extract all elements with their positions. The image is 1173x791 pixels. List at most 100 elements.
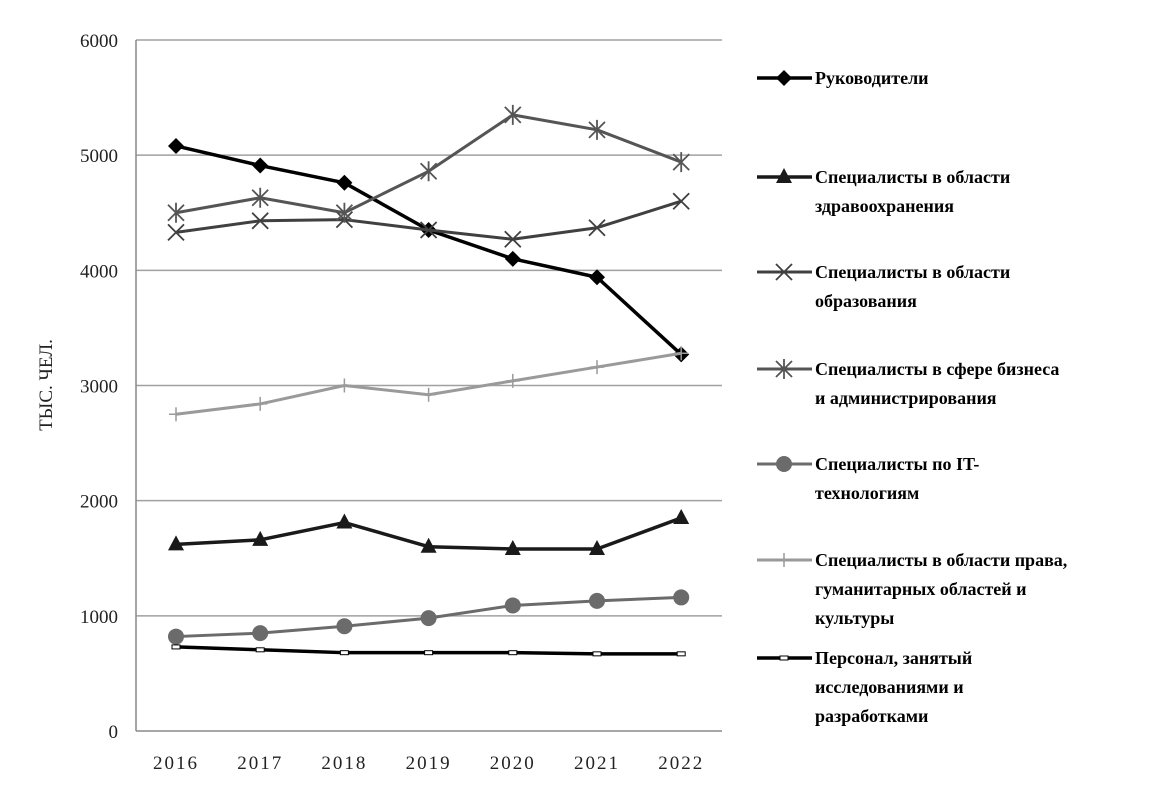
series-5 [169,346,689,422]
data-point [255,647,265,653]
legend-label: Специалисты в сфере бизнеса [815,359,1059,379]
data-point [776,70,792,86]
legend-item: Специалисты в области образования [757,262,1010,311]
series-line [175,351,682,416]
data-point [504,230,522,248]
data-point [676,651,686,657]
data-point [420,610,437,627]
legend-label: гуманитарных областей и [815,579,1027,599]
legend-label: здравоохранения [815,196,954,216]
data-point [252,530,269,546]
data-point [588,119,606,140]
data-point [504,540,521,556]
data-point [504,104,522,125]
legend: Руководители Специалисты в области здравоо… [757,68,1067,726]
data-point [168,628,184,645]
data-point [252,625,269,642]
data-point [168,535,184,551]
series-6 [171,644,686,657]
data-point [252,157,269,174]
legend-item: Руководители [757,68,929,88]
axes: 0 1000 2000 3000 4000 5000 6000 2016 2017 2018 201… [80,31,722,774]
x-tick-label: 2018 [321,753,367,774]
x-tick-label: 2016 [153,753,199,774]
legend-label: Специалисты в области [815,167,1010,187]
data-point [251,187,269,208]
series-1 [168,508,690,556]
y-tick-label: 3000 [80,377,118,398]
legend-label: Руководители [815,68,929,88]
data-point [672,192,690,210]
legend-label: Специалисты в области [815,262,1010,282]
data-point [505,373,520,388]
data-point [251,212,269,230]
data-point [420,537,437,553]
data-point [253,396,268,411]
data-point [673,589,690,606]
data-point [589,592,605,609]
y-tick-label: 1000 [80,607,118,628]
data-point [776,456,792,472]
legend-label: и администрирования [815,388,997,408]
data-point [336,513,353,529]
data-point [673,508,690,524]
data-point [589,269,605,286]
gridlines [136,39,722,617]
data-point [508,650,518,656]
x-tick-label: 2019 [406,753,452,774]
data-point [776,168,792,183]
data-point [167,223,185,241]
data-point [337,378,352,393]
legend-item: Специалисты в области права, гуманитарных… [757,550,1067,628]
legend-label: образования [815,291,917,311]
x-tick-label: 2022 [658,753,704,774]
data-point [779,655,789,661]
data-point [335,202,354,223]
data-point [167,202,185,223]
data-point [588,219,606,237]
data-point [504,597,521,614]
y-tick-label: 4000 [80,261,118,282]
y-tick-label: 5000 [80,146,118,167]
data-point [419,161,438,182]
series-2 [167,192,690,248]
data-point [336,174,353,191]
x-tick-label: 2020 [490,753,536,774]
legend-label: Специалисты по IT- [815,454,979,474]
legend-label: исследованиями и [815,677,964,697]
data-point [419,221,438,239]
data-point [339,650,349,656]
x-tick-label: 2017 [237,753,283,774]
data-point [775,263,793,281]
legend-item: Персонал, занятый исследованиями и разрабо… [757,648,972,726]
data-point [421,387,436,402]
data-point [672,152,690,173]
series-3 [167,104,690,223]
data-point [775,359,793,379]
data-point [504,250,521,267]
y-tick-label: 6000 [80,31,118,52]
data-point [169,407,183,422]
legend-label: разработками [815,706,928,726]
legend-item: Специалисты по IT-технологиям [757,454,979,503]
legend-item: Специалисты в сфере бизнеса и администрир… [757,359,1059,408]
legend-item: Специалисты в области здравоохранения [757,167,1010,216]
legend-label: культуры [815,608,894,628]
legend-label: технологиям [815,483,919,503]
data-point [171,644,181,650]
data-point [424,650,434,656]
legend-label: Специалисты в области права, [815,550,1067,570]
series-group [167,104,690,657]
data-point [777,553,791,567]
x-tick-label: 2021 [574,753,620,774]
data-point [674,346,689,361]
data-point [336,618,353,635]
y-tick-label: 0 [109,722,119,743]
data-point [168,137,184,154]
y-axis-label: ТЫС. ЧЕЛ. [36,339,57,431]
series-4 [168,589,690,645]
data-point [589,540,605,556]
legend-label: Персонал, занятый [815,648,972,668]
data-point [592,651,602,657]
